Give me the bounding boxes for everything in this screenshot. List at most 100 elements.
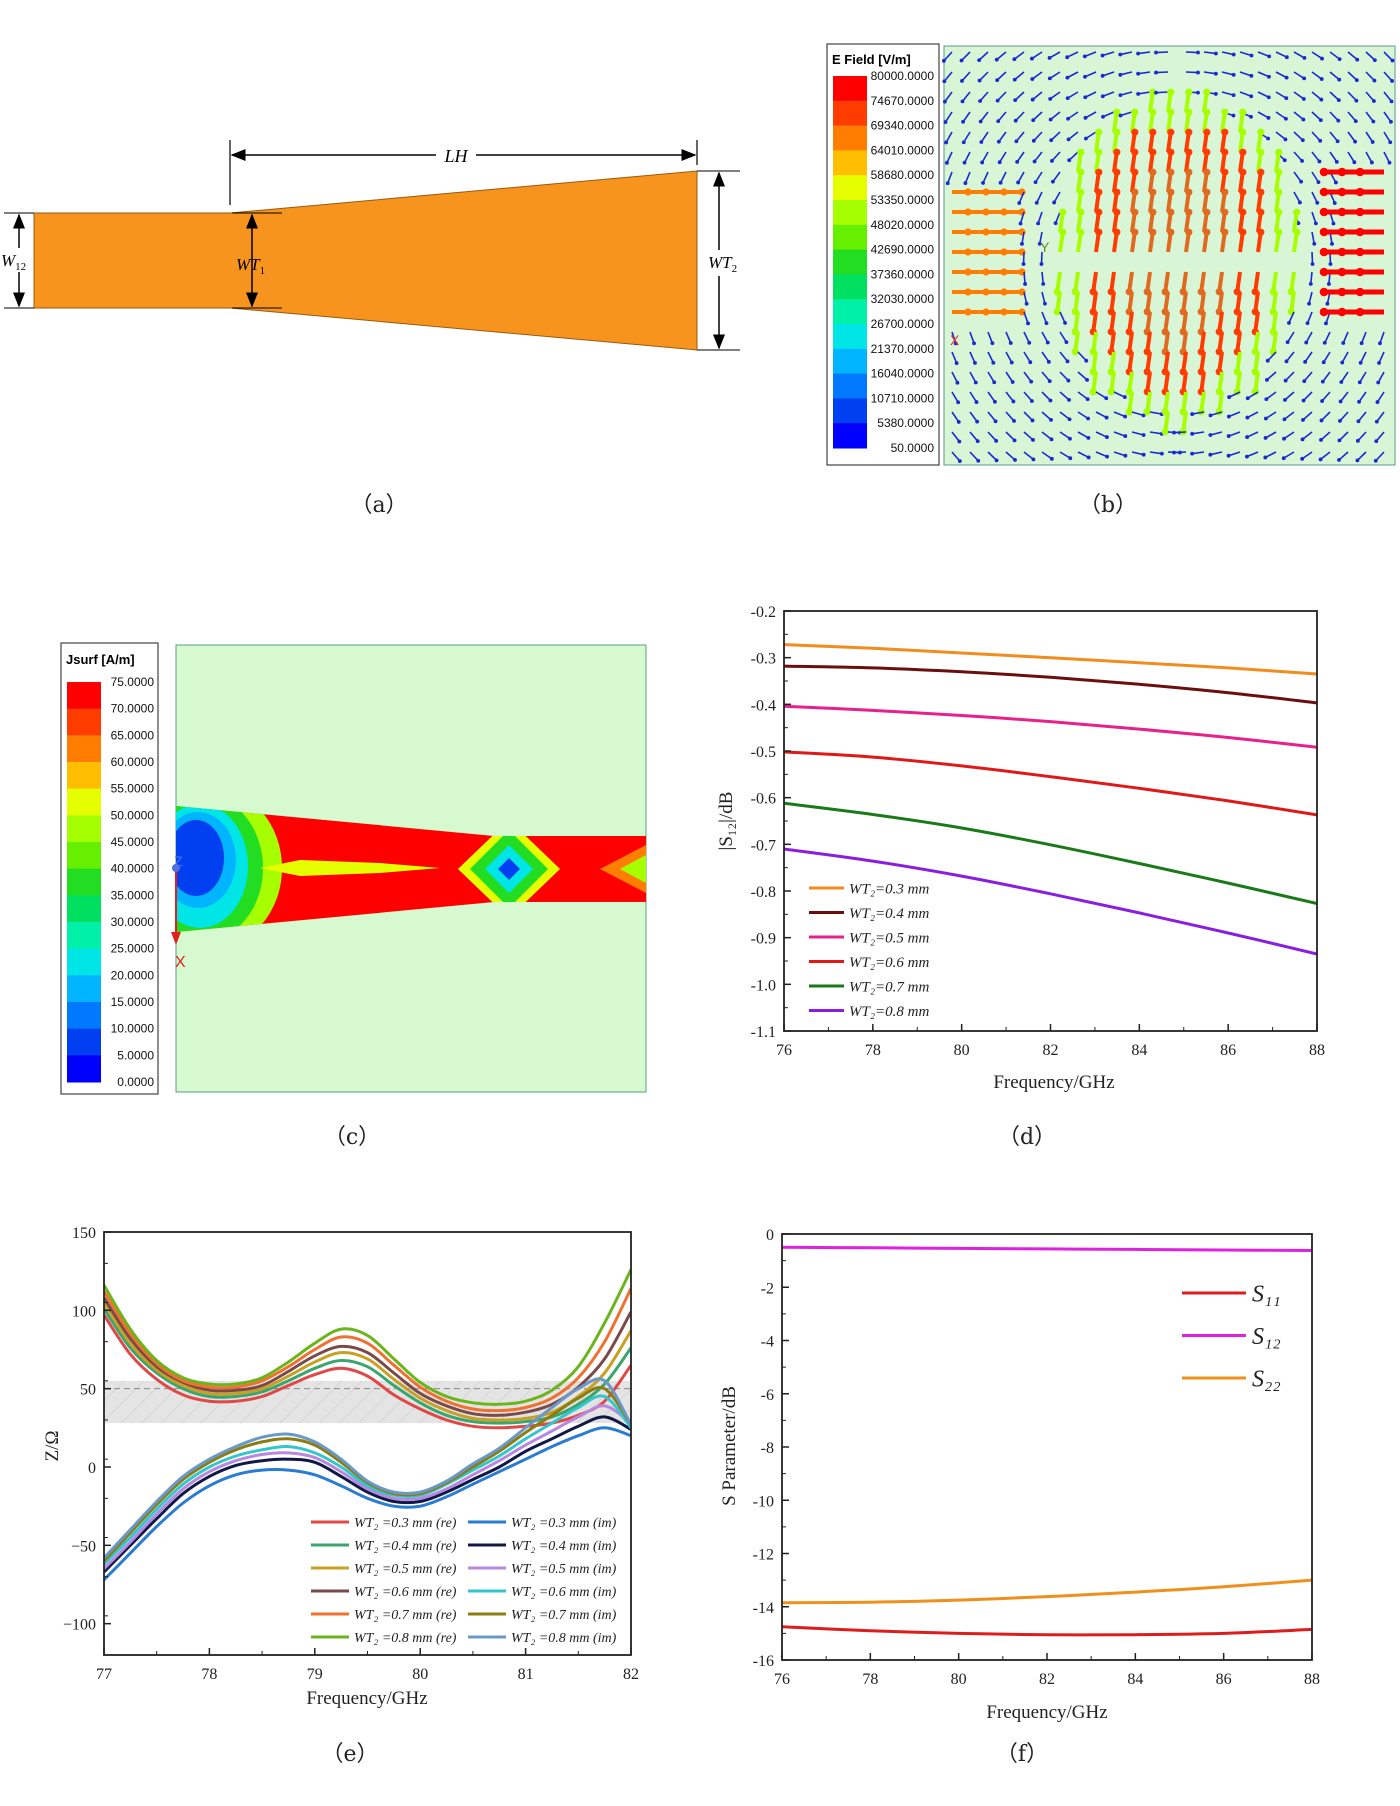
field-arrow-head bbox=[1337, 247, 1347, 257]
field-arrow bbox=[1095, 451, 1108, 458]
field-arrow-head bbox=[1249, 53, 1254, 58]
field-arrow-head bbox=[1357, 380, 1362, 385]
field-arrow bbox=[1113, 411, 1126, 418]
field-arrow-head bbox=[1265, 377, 1269, 382]
field-arrow-head bbox=[1296, 221, 1301, 226]
chart-f: 76 78 80 82 84 86 88 0 -2 -4 -6 -8 -10 -12 -14 -16 Frequ… bbox=[719, 1227, 1320, 1767]
field-arrow bbox=[964, 171, 971, 184]
field-arrow bbox=[1014, 91, 1025, 101]
field-arrow-head bbox=[1067, 397, 1071, 402]
field-arrow bbox=[1347, 151, 1356, 163]
field-arrow bbox=[1239, 51, 1252, 57]
field-arrow-head bbox=[1266, 136, 1271, 141]
field-arrow-head bbox=[1249, 114, 1253, 119]
field-arrow-head bbox=[1172, 450, 1176, 455]
field-arrow-head bbox=[1390, 79, 1394, 83]
field-arrow bbox=[1023, 331, 1030, 344]
field-arrow-head bbox=[1300, 437, 1305, 442]
field-arrow-head bbox=[1149, 88, 1157, 96]
field-arrow-head bbox=[1049, 437, 1054, 442]
field-arrow bbox=[1301, 451, 1313, 460]
y-tick-label: -0.3 bbox=[751, 651, 776, 668]
series-line bbox=[784, 704, 1317, 749]
series-line bbox=[104, 1314, 631, 1430]
legend-label: WT₂=0.7 mm bbox=[849, 979, 930, 995]
field-arrow bbox=[1329, 131, 1339, 142]
field-arrow-head bbox=[1374, 419, 1379, 424]
field-arrow-head bbox=[1167, 128, 1175, 136]
field-arrow-head bbox=[1231, 93, 1236, 98]
colorbar-band bbox=[833, 224, 867, 251]
field-arrow bbox=[1077, 431, 1089, 439]
x-tick-label: 88 bbox=[1304, 1671, 1320, 1688]
field-arrow bbox=[1192, 451, 1205, 455]
field-arrow bbox=[944, 91, 953, 103]
field-arrow-head bbox=[1095, 188, 1103, 196]
panel-b-efield: E Field [V/m] 80000.0000 74670.0000 69340.… bbox=[826, 43, 1396, 518]
field-arrow bbox=[1302, 391, 1313, 402]
field-arrow-head bbox=[1089, 388, 1097, 396]
field-arrow-head bbox=[1355, 227, 1365, 237]
field-arrow-head bbox=[979, 140, 984, 144]
field-arrow bbox=[1347, 91, 1357, 102]
field-arrow bbox=[987, 351, 995, 364]
field-arrow-head bbox=[1319, 77, 1324, 81]
field-arrow bbox=[951, 411, 960, 423]
colorbar-band bbox=[833, 398, 867, 424]
field-arrow-head bbox=[1123, 434, 1128, 439]
colorbar-tick-label: 55.0000 bbox=[111, 782, 155, 796]
field-arrow-head bbox=[995, 78, 1000, 83]
field-arrow-head bbox=[976, 458, 981, 463]
field-arrow-head bbox=[1203, 148, 1211, 156]
field-arrow bbox=[1077, 351, 1087, 362]
field-arrow-head bbox=[1355, 247, 1365, 257]
field-arrow-head bbox=[1221, 228, 1229, 236]
field-arrow bbox=[1052, 171, 1061, 183]
field-arrow-head bbox=[1336, 98, 1341, 103]
field-arrow-head bbox=[1050, 158, 1054, 163]
field-arrow bbox=[1324, 331, 1331, 344]
field-arrow-head bbox=[1085, 397, 1090, 402]
field-arrow bbox=[1210, 431, 1223, 436]
field-arrow-head bbox=[1077, 208, 1085, 216]
colorbar-tick-label: 50.0000 bbox=[111, 808, 155, 822]
field-arrow bbox=[1077, 391, 1089, 400]
colorbar-band bbox=[67, 682, 101, 710]
field-arrow-head bbox=[1320, 379, 1325, 384]
field-arrow bbox=[1286, 331, 1295, 343]
field-arrow-head bbox=[1203, 88, 1211, 96]
colorbar-tick-label: 0.0000 bbox=[117, 1075, 154, 1089]
field-arrow-head bbox=[1012, 438, 1017, 443]
field-arrow-head bbox=[1308, 282, 1313, 286]
field-arrow bbox=[1019, 211, 1025, 224]
field-arrow-head bbox=[1104, 435, 1109, 439]
field-arrow bbox=[1320, 411, 1331, 422]
field-arrow bbox=[1323, 351, 1331, 363]
colorbar-band bbox=[67, 895, 101, 923]
field-arrow bbox=[1293, 111, 1304, 121]
colorbar-band bbox=[67, 948, 101, 976]
field-arrow-head bbox=[1331, 221, 1336, 226]
field-arrow-head bbox=[1239, 148, 1247, 156]
field-arrow-head bbox=[1185, 88, 1193, 96]
field-arrow-head bbox=[1336, 118, 1341, 123]
field-arrow-head bbox=[1000, 288, 1008, 296]
field-arrow bbox=[969, 451, 979, 462]
field-arrow-head bbox=[1036, 221, 1041, 226]
field-arrow bbox=[1041, 411, 1052, 421]
field-arrow-head bbox=[1041, 282, 1046, 286]
field-arrow-head bbox=[1000, 188, 1008, 196]
panel-a-taper-diagram: LH W12 WT1 WT2 （a） bbox=[0, 140, 744, 518]
field-arrow bbox=[963, 131, 971, 143]
field-arrow-head bbox=[1284, 96, 1289, 101]
field-arrow bbox=[1303, 371, 1313, 382]
field-arrow-head bbox=[1185, 228, 1193, 236]
field-arrow-head bbox=[1131, 108, 1139, 116]
field-arrow bbox=[1149, 411, 1162, 415]
colorbar-band bbox=[833, 125, 867, 151]
field-arrow bbox=[1288, 311, 1295, 324]
y-tick-label: -14 bbox=[753, 1600, 774, 1617]
field-arrow-head bbox=[1032, 159, 1037, 164]
field-arrow-head bbox=[1104, 415, 1109, 420]
field-arrow-head bbox=[1221, 128, 1229, 136]
